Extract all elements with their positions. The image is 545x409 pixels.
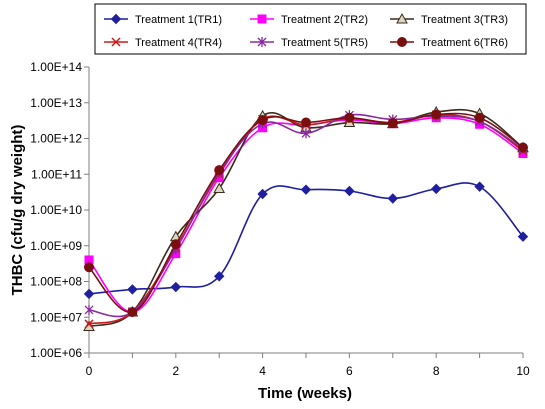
x-tick-label: 0 xyxy=(86,364,93,378)
series-6 xyxy=(84,109,528,318)
data-point xyxy=(214,165,225,176)
data-point xyxy=(213,271,225,282)
x-tick-label: 8 xyxy=(433,364,440,378)
data-point xyxy=(300,184,312,195)
data-point xyxy=(83,288,95,300)
series-line xyxy=(88,108,524,328)
legend-item: Treatment 6(TR6) xyxy=(390,37,508,49)
legend-marker xyxy=(110,13,122,25)
y-tick-label: 1.00E+13 xyxy=(30,96,82,110)
data-point xyxy=(430,183,442,195)
legend-label: Treatment 3(TR3) xyxy=(421,14,508,26)
data-point xyxy=(518,142,528,153)
legend-marker xyxy=(257,37,267,47)
axes: 1.00E+06 1.00E+07 1.00E+08 1.00E+09 1.00E+10… xyxy=(30,60,530,378)
series-line xyxy=(88,113,524,318)
data-point xyxy=(344,185,355,197)
y-tick-label: 1.00E+09 xyxy=(30,239,82,253)
data-point xyxy=(84,262,94,273)
legend-label: Treatment 4(TR4) xyxy=(135,37,222,49)
legend-item: Treatment 3(TR3) xyxy=(390,12,508,26)
data-point xyxy=(127,284,138,295)
data-point xyxy=(170,281,182,293)
x-tick-label: 4 xyxy=(259,364,266,378)
legend-item: Treatment 5(TR5) xyxy=(250,37,368,49)
y-axis-label: THBC (cfu/g dry weight) xyxy=(9,125,26,296)
data-point xyxy=(301,128,311,139)
x-tick-label: 2 xyxy=(172,364,179,378)
legend: Treatment 1(TR1) Treatment 2(TR2) Treatmen… xyxy=(94,3,527,55)
series-2 xyxy=(84,113,528,317)
data-point xyxy=(127,307,138,318)
legend-label: Treatment 6(TR6) xyxy=(421,37,508,49)
legend-item: Treatment 4(TR4) xyxy=(104,37,222,49)
data-point xyxy=(257,114,268,125)
x-tick-label: 6 xyxy=(346,364,353,378)
x-axis-label: Time (weeks) xyxy=(258,385,352,402)
data-point xyxy=(84,304,94,315)
y-tick-label: 1.00E+06 xyxy=(30,346,82,360)
legend-item: Treatment 1(TR1) xyxy=(104,13,222,26)
data-point xyxy=(431,109,442,120)
series-layer xyxy=(83,106,529,332)
legend-label: Treatment 5(TR5) xyxy=(281,37,368,49)
legend-item: Treatment 2(TR2) xyxy=(250,14,368,26)
y-tick-label: 1.00E+11 xyxy=(31,167,82,181)
data-point xyxy=(517,231,529,242)
legend-label: Treatment 2(TR2) xyxy=(281,14,368,26)
y-tick-label: 1.00E+08 xyxy=(30,275,82,289)
y-tick-label: 1.00E+07 xyxy=(30,310,82,324)
data-point xyxy=(474,112,485,123)
data-point xyxy=(344,112,355,123)
data-point xyxy=(213,182,226,193)
data-point xyxy=(474,181,485,192)
x-tick-label: 10 xyxy=(516,364,530,378)
y-tick-label: 1.00E+12 xyxy=(30,132,82,146)
data-point xyxy=(170,239,181,250)
data-point xyxy=(84,319,94,329)
data-point xyxy=(387,118,398,129)
legend-label: Treatment 1(TR1) xyxy=(135,14,222,26)
series-line xyxy=(88,112,524,313)
data-point xyxy=(301,117,311,128)
y-tick-label: 1.00E+14 xyxy=(30,60,82,74)
data-point xyxy=(257,188,268,200)
legend-marker xyxy=(396,12,408,24)
series-1 xyxy=(83,181,529,300)
legend-marker xyxy=(397,37,407,47)
legend-marker xyxy=(111,37,121,47)
legend-box xyxy=(94,3,527,55)
data-point xyxy=(387,193,399,204)
legend-marker xyxy=(257,14,267,24)
y-tick-label: 1.00E+10 xyxy=(30,203,82,217)
series-5 xyxy=(84,110,528,318)
